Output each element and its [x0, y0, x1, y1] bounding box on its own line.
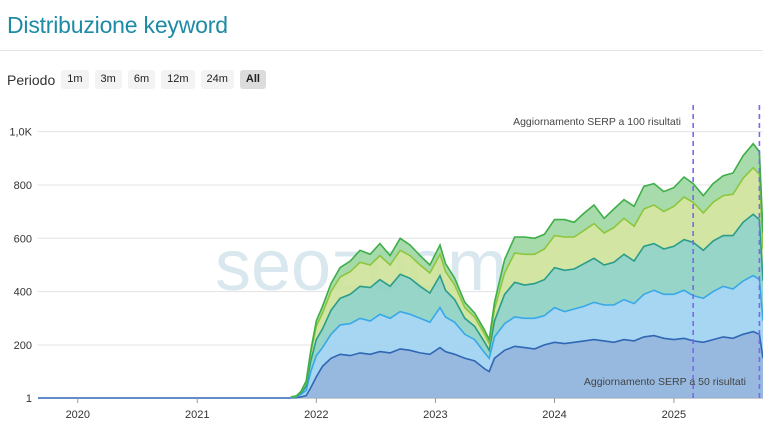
- period-button-all[interactable]: All: [239, 70, 266, 89]
- y-tick-label: 1,0K: [9, 127, 32, 139]
- page-title: Distribuzione keyword: [7, 12, 228, 38]
- series-line-2: [290, 274, 763, 399]
- y-tick-label: 200: [14, 340, 32, 352]
- x-tick-label: 2020: [66, 409, 90, 421]
- period-label: Periodo: [7, 71, 56, 88]
- series-area-3[interactable]: [290, 214, 763, 398]
- period-button-3m[interactable]: 3m: [94, 70, 122, 89]
- series-area-1[interactable]: [290, 331, 763, 398]
- series-line-3: [290, 213, 763, 399]
- x-tick-label: 2024: [542, 409, 566, 421]
- period-button-12m[interactable]: 12m: [161, 70, 195, 89]
- series-area-2[interactable]: [290, 275, 763, 398]
- y-tick-label: 1: [26, 393, 32, 405]
- period-button-1m[interactable]: 1m: [61, 70, 89, 89]
- series-area-4[interactable]: [290, 167, 763, 398]
- event-marker-label: Aggiornamento SERP a 50 risultati: [584, 376, 746, 388]
- series-area-5[interactable]: [290, 143, 763, 398]
- x-tick-label: 2023: [423, 409, 447, 421]
- y-tick-label: 600: [14, 233, 32, 245]
- y-tick-label: 400: [14, 287, 32, 299]
- header-divider: [0, 50, 763, 51]
- y-tick-label: 800: [14, 180, 32, 192]
- series-line-4: [290, 166, 763, 398]
- keyword-distribution-chart[interactable]: seozoom Aggiornamento SERP a 100 risulta…: [0, 95, 763, 432]
- series-line-1: [290, 330, 763, 399]
- period-selector: Periodo 1m 3m 6m 12m 24m All: [7, 70, 272, 89]
- period-button-24m[interactable]: 24m: [200, 70, 234, 89]
- x-tick-label: 2025: [662, 409, 686, 421]
- x-tick-label: 2022: [304, 409, 328, 421]
- period-button-6m[interactable]: 6m: [127, 70, 156, 89]
- x-tick-label: 2021: [185, 409, 209, 421]
- series-line-5: [290, 142, 763, 398]
- event-marker-label: Aggiornamento SERP a 100 risultati: [513, 116, 681, 128]
